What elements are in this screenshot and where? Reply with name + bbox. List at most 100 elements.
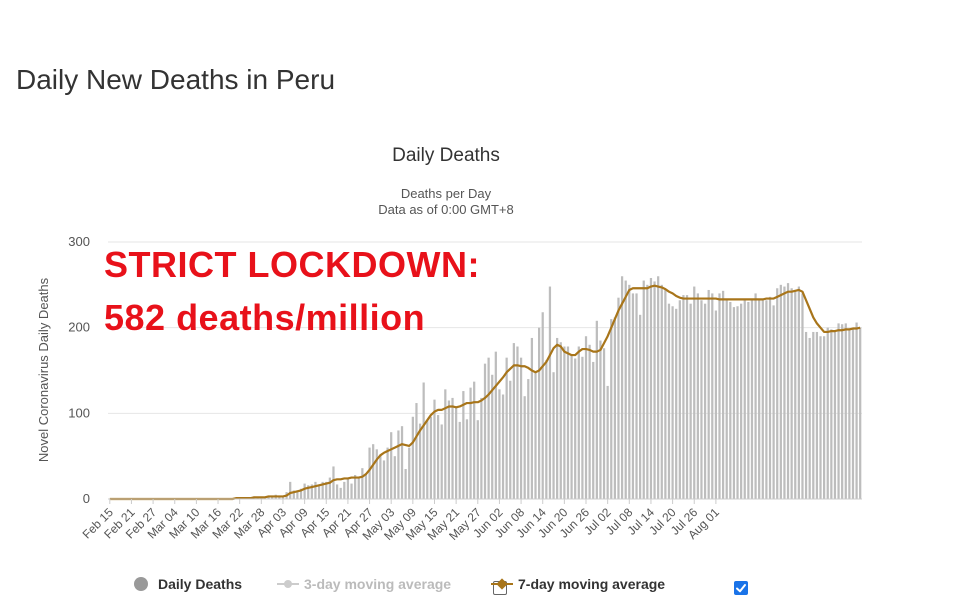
bar[interactable]	[776, 288, 779, 499]
bar[interactable]	[581, 356, 584, 499]
bar[interactable]	[303, 483, 306, 499]
bar[interactable]	[509, 380, 512, 499]
bar[interactable]	[574, 358, 577, 499]
bar[interactable]	[556, 337, 559, 499]
bar[interactable]	[584, 336, 588, 499]
bar[interactable]	[844, 323, 847, 499]
bar[interactable]	[379, 454, 382, 499]
bar[interactable]	[299, 488, 303, 499]
moving-average-line[interactable]	[109, 284, 861, 501]
bar[interactable]	[786, 283, 790, 499]
bar[interactable]	[729, 301, 732, 499]
bar[interactable]	[361, 468, 364, 499]
bar[interactable]	[552, 372, 555, 499]
bar[interactable]	[310, 484, 313, 499]
bar[interactable]	[804, 331, 808, 499]
bar[interactable]	[642, 280, 645, 499]
bar[interactable]	[534, 373, 537, 499]
bar[interactable]	[595, 320, 598, 499]
bar[interactable]	[823, 336, 826, 499]
bar[interactable]	[519, 357, 523, 499]
bar[interactable]	[801, 293, 804, 499]
bar[interactable]	[458, 421, 461, 499]
bar[interactable]	[725, 300, 728, 499]
bar[interactable]	[779, 284, 782, 499]
bar[interactable]	[289, 481, 292, 499]
bar[interactable]	[696, 293, 699, 499]
bar[interactable]	[444, 389, 447, 499]
bar[interactable]	[559, 342, 562, 499]
bar[interactable]	[772, 305, 775, 499]
bar[interactable]	[307, 485, 310, 499]
checkbox-7-day-average[interactable]	[734, 581, 748, 595]
bar[interactable]	[339, 487, 342, 499]
bar[interactable]	[689, 303, 692, 499]
bar[interactable]	[703, 303, 707, 499]
bar[interactable]	[433, 399, 436, 499]
bar[interactable]	[826, 327, 829, 499]
bar[interactable]	[436, 415, 440, 499]
bar[interactable]	[765, 300, 768, 499]
bar[interactable]	[548, 286, 552, 499]
bar[interactable]	[343, 481, 346, 499]
legend-item-7-day-average[interactable]: 7-day moving average	[491, 576, 665, 592]
bar[interactable]	[372, 444, 375, 499]
bar[interactable]	[837, 323, 840, 499]
bar[interactable]	[375, 449, 378, 499]
bar[interactable]	[653, 281, 656, 499]
bar[interactable]	[599, 340, 602, 499]
legend-item-3-day-average[interactable]: 3-day moving average	[277, 576, 451, 592]
bar[interactable]	[404, 469, 407, 499]
bar[interactable]	[271, 496, 274, 499]
bar[interactable]	[624, 280, 627, 499]
bar[interactable]	[859, 327, 862, 499]
bar[interactable]	[646, 284, 649, 499]
bar[interactable]	[747, 301, 750, 499]
bar[interactable]	[530, 337, 534, 499]
bar[interactable]	[617, 297, 620, 499]
bar[interactable]	[512, 343, 515, 499]
bar[interactable]	[664, 289, 667, 499]
bar[interactable]	[758, 300, 761, 499]
bar[interactable]	[833, 331, 837, 499]
bar[interactable]	[685, 295, 689, 499]
bar[interactable]	[649, 277, 653, 499]
bar[interactable]	[335, 484, 339, 499]
bar[interactable]	[325, 481, 328, 499]
bar[interactable]	[451, 397, 454, 499]
bar[interactable]	[465, 419, 469, 499]
bar[interactable]	[628, 284, 631, 499]
bar[interactable]	[815, 331, 819, 499]
bar[interactable]	[855, 322, 858, 499]
bar[interactable]	[476, 420, 479, 499]
bar[interactable]	[768, 296, 772, 499]
bar[interactable]	[541, 312, 544, 499]
bar[interactable]	[678, 300, 681, 499]
bar[interactable]	[588, 344, 591, 499]
bar[interactable]	[700, 300, 703, 499]
bar[interactable]	[602, 348, 606, 499]
bar[interactable]	[819, 336, 822, 499]
bar[interactable]	[426, 420, 429, 499]
bar[interactable]	[797, 286, 800, 499]
bar[interactable]	[570, 355, 573, 499]
bar[interactable]	[660, 284, 663, 499]
bar[interactable]	[400, 426, 404, 499]
bar[interactable]	[491, 374, 494, 499]
bar[interactable]	[682, 295, 685, 499]
bar[interactable]	[328, 477, 331, 499]
bar[interactable]	[408, 447, 411, 499]
bar[interactable]	[527, 379, 530, 499]
bar[interactable]	[501, 394, 505, 499]
bar[interactable]	[523, 396, 526, 499]
bar[interactable]	[393, 456, 396, 499]
bar[interactable]	[386, 447, 389, 499]
bar[interactable]	[382, 460, 386, 499]
bar[interactable]	[411, 416, 414, 499]
legend-item-daily-deaths[interactable]: Daily Deaths	[134, 576, 242, 592]
bar[interactable]	[429, 416, 433, 499]
bar[interactable]	[473, 381, 476, 499]
bar[interactable]	[812, 331, 815, 499]
bar[interactable]	[462, 391, 465, 499]
bar[interactable]	[841, 324, 844, 499]
